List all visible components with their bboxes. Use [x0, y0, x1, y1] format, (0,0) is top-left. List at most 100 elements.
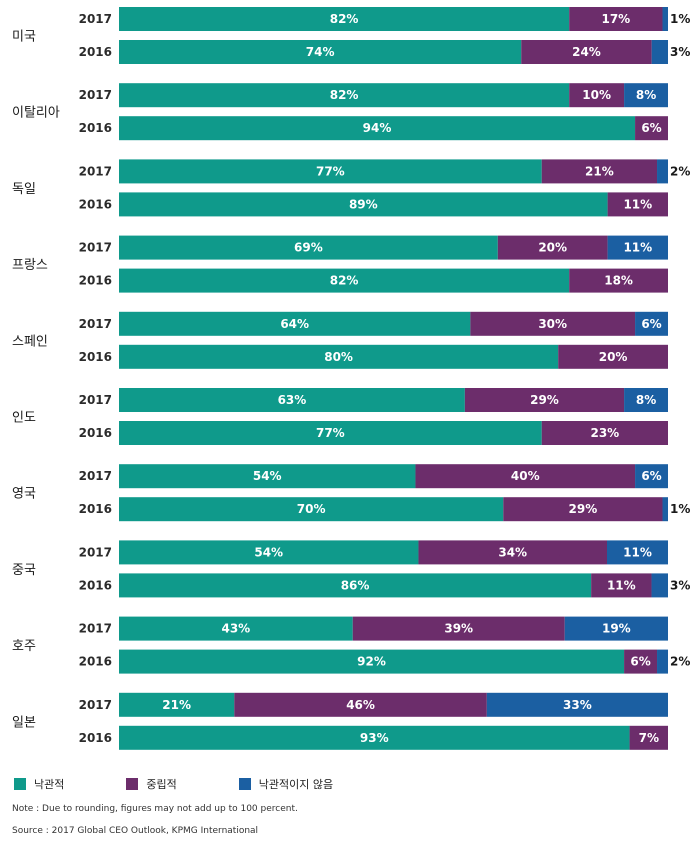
data-label: 7%	[639, 731, 659, 745]
data-label: 8%	[636, 88, 656, 102]
year-label: 2017	[79, 469, 112, 483]
bar-segment-not-optimistic	[624, 83, 668, 108]
year-label: 2016	[79, 197, 112, 211]
legend-label-neutral: 중립적	[146, 778, 177, 791]
bar-segment-optimistic	[119, 344, 559, 369]
bar-segment-optimistic	[119, 540, 419, 565]
bar-segment-not-optimistic	[635, 311, 668, 336]
year-label: 2016	[79, 45, 112, 59]
source-note: Source : 2017 Global CEO Outlook, KPMG I…	[12, 826, 259, 836]
bar-segment-neutral	[541, 421, 668, 445]
data-label: 54%	[254, 545, 283, 559]
data-label: 24%	[572, 45, 601, 59]
bar-segment-optimistic	[119, 7, 570, 31]
bar-segment-optimistic	[119, 497, 504, 522]
data-label: 82%	[330, 88, 359, 102]
bar-segment-not-optimistic	[657, 649, 668, 674]
bar-segment-optimistic	[119, 268, 570, 293]
bar-segment-not-optimistic	[635, 464, 668, 489]
bar-segment-neutral	[418, 540, 607, 565]
data-label: 6%	[641, 317, 661, 331]
bar-segment-neutral	[635, 116, 668, 141]
data-label: 86%	[341, 578, 370, 592]
bar-segment-neutral	[521, 40, 652, 64]
bar-segment-optimistic	[119, 388, 465, 412]
footnote: Note : Due to rounding, figures may not …	[12, 804, 298, 814]
bar-segment-optimistic	[119, 692, 235, 717]
bar-segment-neutral	[541, 159, 658, 184]
bar-segment-not-optimistic	[651, 573, 668, 598]
data-label: 1%	[670, 12, 690, 26]
bar-segment-neutral	[470, 311, 636, 336]
data-label: 10%	[582, 88, 611, 102]
country-label: 스페인	[12, 334, 48, 349]
data-label: 77%	[316, 164, 345, 178]
bar-segment-optimistic	[119, 573, 592, 598]
data-label: 11%	[623, 241, 652, 255]
year-label: 2016	[79, 655, 112, 669]
stacked-bar-chart: 미국 2017 82% 17% 1% 2016 74% 24% 3% 이탈리아 2017 82% 10%…	[12, 7, 690, 750]
bar-segment-neutral	[558, 344, 668, 369]
bar-segment-optimistic	[119, 235, 498, 260]
bar-segment-neutral	[352, 616, 565, 641]
data-label: 33%	[563, 698, 592, 712]
bar-segment-optimistic	[119, 421, 542, 445]
data-label: 82%	[330, 274, 359, 288]
data-label: 2%	[670, 655, 690, 669]
bar-segment-optimistic	[119, 116, 636, 141]
bar-segment-optimistic	[119, 159, 542, 184]
bar-segment-not-optimistic	[662, 7, 668, 31]
legend-item-neutral: 중립적	[126, 776, 177, 792]
data-label: 54%	[253, 469, 282, 483]
data-label: 46%	[346, 698, 375, 712]
data-label: 94%	[363, 121, 392, 135]
bar-segment-optimistic	[119, 192, 608, 217]
legend-label-optimistic: 낙관적	[34, 778, 65, 791]
data-label: 34%	[498, 545, 527, 559]
data-label: 6%	[641, 469, 661, 483]
year-label: 2017	[79, 545, 112, 559]
data-label: 11%	[623, 197, 652, 211]
year-label: 2016	[79, 578, 112, 592]
year-label: 2017	[79, 241, 112, 255]
data-label: 11%	[607, 578, 636, 592]
legend-item-optimistic: 낙관적	[14, 776, 64, 792]
bar-segment-neutral	[503, 497, 663, 522]
data-label: 19%	[602, 622, 631, 636]
bar-segment-optimistic	[119, 40, 522, 64]
year-label: 2016	[79, 502, 112, 516]
country-label: 미국	[12, 30, 36, 45]
data-label: 6%	[641, 121, 661, 135]
year-label: 2017	[79, 698, 112, 712]
data-label: 21%	[585, 164, 614, 178]
data-label: 43%	[221, 622, 250, 636]
country-label: 인도	[12, 411, 36, 426]
data-label: 69%	[294, 241, 323, 255]
legend-swatch-not-optimistic	[238, 778, 251, 790]
year-label: 2017	[79, 164, 112, 178]
bar-segment-not-optimistic	[607, 235, 668, 260]
country-label: 중국	[12, 563, 36, 578]
country-label: 영국	[12, 487, 36, 502]
year-label: 2016	[79, 274, 112, 288]
data-label: 17%	[601, 12, 630, 26]
country-label: 프랑스	[12, 258, 48, 273]
data-label: 6%	[630, 655, 650, 669]
bar-segment-not-optimistic	[657, 159, 668, 184]
data-label: 29%	[569, 502, 598, 516]
bar-segment-optimistic	[119, 725, 630, 750]
data-label: 23%	[590, 426, 619, 440]
data-label: 20%	[538, 241, 567, 255]
bar-segment-neutral	[569, 7, 663, 31]
year-label: 2016	[79, 121, 112, 135]
bar-segment-not-optimistic	[564, 616, 668, 641]
legend-label-not-optimistic: 낙관적이지 않음	[258, 778, 334, 791]
year-label: 2016	[79, 350, 112, 364]
bar-segment-optimistic	[119, 616, 353, 641]
legend-item-not-optimistic: 낙관적이지 않음	[238, 776, 334, 792]
bar-segment-optimistic	[119, 649, 625, 674]
year-label: 2017	[79, 12, 112, 26]
bar-segment-optimistic	[119, 464, 416, 489]
data-label: 20%	[599, 350, 628, 364]
bar-segment-neutral	[234, 692, 487, 717]
